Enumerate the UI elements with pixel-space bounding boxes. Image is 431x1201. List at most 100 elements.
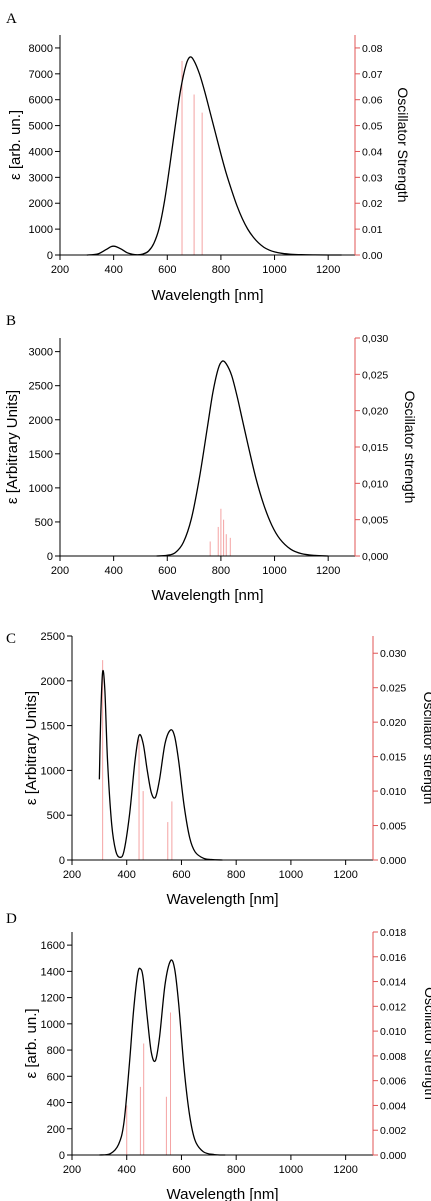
x-axis-title: Wavelength [nm] [152,587,264,604]
x-tick-label: 600 [172,1164,190,1176]
y2-tick-label: 0.002 [380,1125,406,1137]
x-tick-label: 800 [227,1164,245,1176]
y2-tick-label: 0,010 [362,478,388,490]
x-tick-label: 1200 [333,1164,357,1176]
y2-tick-label: 0.08 [362,43,383,55]
x-tick-label: 600 [172,869,190,881]
y-tick-label: 1400 [41,966,65,978]
y2-axis-title: Oscillator Strength [395,87,411,202]
y2-tick-label: 0.010 [380,1026,406,1038]
x-tick-label: 200 [51,565,69,577]
y-tick-label: 2000 [29,415,53,427]
y-tick-label: 1500 [41,721,65,733]
y2-tick-label: 0.05 [362,121,383,133]
x-tick-label: 1000 [279,1164,303,1176]
x-tick-label: 1200 [316,264,340,276]
y2-tick-label: 0.025 [380,683,406,695]
spectrum-line [156,360,329,557]
x-tick-label: 1000 [262,264,286,276]
y2-tick-label: 0.006 [380,1076,406,1088]
y2-tick-label: 0.030 [380,648,406,660]
x-tick-label: 600 [158,264,176,276]
x-axis-title: Wavelength [nm] [152,287,264,304]
y2-tick-label: 0.000 [380,855,406,867]
y2-tick-label: 0,015 [362,442,388,454]
y-tick-label: 0 [59,1150,65,1162]
y2-tick-label: 0,005 [362,515,388,527]
y-tick-label: 3000 [29,347,53,359]
x-tick-label: 400 [118,869,136,881]
x-tick-label: 400 [104,565,122,577]
y2-tick-label: 0,030 [362,333,388,345]
y2-axis-title: Oscillator strength [422,987,431,1100]
y2-tick-label: 0.000 [380,1150,406,1162]
panel-b: B 200 400 600 800 1000 1200 0 500 1000 1500 2000 250… [4,313,418,604]
y-tick-label: 1500 [29,449,53,461]
x-tick-label: 200 [63,1164,81,1176]
y-axis-title: ε [arb. un.] [23,1008,40,1078]
y2-tick-label: 0.016 [380,952,406,964]
y-tick-label: 1000 [41,1019,65,1031]
x-tick-label: 1000 [262,565,286,577]
y2-tick-label: 0.01 [362,224,383,236]
x-tick-label: 1200 [333,869,357,881]
x-tick-label: 600 [158,565,176,577]
x-tick-label: 1000 [279,869,303,881]
spectrum-line [86,56,342,256]
y2-tick-label: 0.018 [380,927,406,939]
y-tick-label: 500 [47,810,65,822]
y-tick-label: 5000 [29,121,53,133]
spectrum-line [99,959,226,1156]
y-tick-label: 2000 [29,198,53,210]
y2-axis-title: Oscillator strength [402,391,418,504]
panel-label: C [6,631,16,647]
x-tick-label: 800 [227,869,245,881]
x-axis-title: Wavelength [nm] [167,1186,279,1201]
y-axis-title: ε [Arbitrary Units] [23,691,40,805]
x-axis-title: Wavelength [nm] [167,891,279,908]
y2-tick-label: 0,025 [362,369,388,381]
x-tick-label: 1200 [316,565,340,577]
y2-tick-label: 0.012 [380,1001,406,1013]
y-tick-label: 3000 [29,172,53,184]
y2-tick-label: 0.004 [380,1100,406,1112]
y-tick-label: 2000 [41,676,65,688]
y-tick-label: 2500 [29,381,53,393]
y2-tick-label: 0.06 [362,95,383,107]
y2-tick-label: 0,000 [362,551,388,563]
x-tick-label: 400 [118,1164,136,1176]
panel-label: A [6,11,17,27]
y-tick-label: 0 [59,855,65,867]
panel-a: A 200 400 600 800 1000 1200 0 1000 2000 3000 4000 50… [6,11,411,304]
y-tick-label: 800 [47,1045,65,1057]
y-tick-label: 1000 [29,224,53,236]
y-tick-label: 0 [47,250,53,262]
y2-tick-label: 0.03 [362,172,383,184]
spectrum-line [98,670,223,861]
y2-tick-label: 0.014 [380,977,406,989]
y2-tick-label: 0.015 [380,752,406,764]
y2-axis-title: Oscillator strength [421,692,431,805]
x-tick-label: 200 [51,264,69,276]
y2-tick-label: 0.02 [362,198,383,210]
y2-tick-label: 0.020 [380,717,406,729]
y-tick-label: 6000 [29,95,53,107]
y2-tick-label: 0,020 [362,406,388,418]
x-tick-label: 200 [63,869,81,881]
y-tick-label: 500 [35,517,53,529]
y-tick-label: 1600 [41,940,65,952]
y-tick-label: 8000 [29,43,53,55]
y-tick-label: 400 [47,1098,65,1110]
y2-tick-label: 0.07 [362,69,383,81]
y2-tick-label: 0.04 [362,146,383,158]
y-tick-label: 4000 [29,146,53,158]
panel-d: D 200 400 600 800 1000 1200 0 200 400 600 800 1000 12… [6,911,431,1201]
x-tick-label: 800 [212,565,230,577]
y-tick-label: 200 [47,1124,65,1136]
panel-c: C 200 400 600 800 1000 1200 0 500 1000 1500 2000 250… [6,631,431,908]
panel-label: D [6,911,17,927]
y-axis-title: ε [Arbitrary Units] [4,390,21,504]
y-tick-label: 600 [47,1071,65,1083]
x-tick-label: 800 [212,264,230,276]
y-tick-label: 2500 [41,631,65,643]
